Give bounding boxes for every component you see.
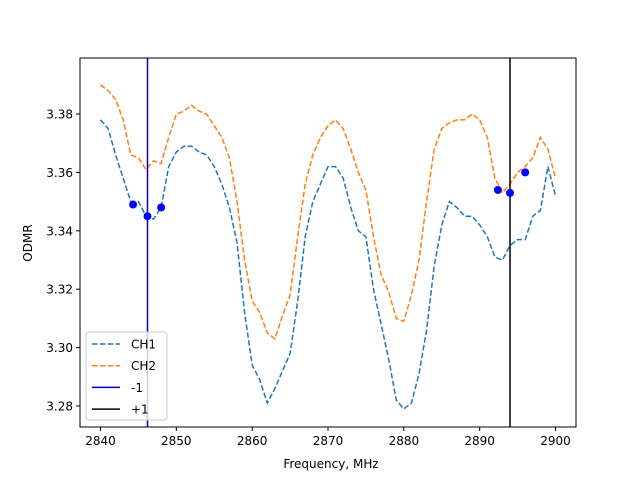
marker-point-2	[143, 212, 152, 221]
marker-point-4	[493, 185, 502, 194]
x-tick-label: 2860	[237, 434, 268, 448]
series-ch1-line	[99, 119, 557, 410]
x-axis-ticks: 2840 2850 2860 2870 2880 2890 2900	[85, 427, 571, 448]
x-tick-label: 2880	[389, 434, 420, 448]
marker-point-1	[129, 200, 138, 209]
legend-label-ch2: CH2	[131, 359, 156, 373]
y-tick-label: 3.38	[46, 108, 73, 122]
x-axis-label: Frequency, MHz	[283, 457, 378, 471]
x-tick-label: 2900	[540, 434, 571, 448]
legend-label-minus-1: -1	[131, 381, 143, 395]
legend: CH1 CH2 -1 +1	[85, 331, 168, 421]
marker-point-3	[157, 203, 166, 212]
x-tick-label: 2870	[313, 434, 344, 448]
y-tick-label: 3.34	[46, 224, 73, 238]
y-axis-ticks: 3.28 3.30 3.32 3.34 3.36 3.38	[46, 108, 80, 413]
x-tick-label: 2850	[161, 434, 192, 448]
x-tick-label: 2890	[464, 434, 495, 448]
legend-label-ch1: CH1	[131, 338, 156, 352]
y-axis-label: ODMR	[21, 224, 35, 261]
legend-box	[85, 331, 168, 421]
x-tick-label: 2840	[85, 434, 116, 448]
marker-point-6	[521, 168, 530, 177]
series-ch2-line	[100, 84, 557, 341]
y-tick-label: 3.30	[46, 341, 73, 355]
y-tick-label: 3.28	[46, 399, 73, 413]
legend-label-plus-1: +1	[131, 403, 149, 417]
marker-point-5	[506, 188, 515, 197]
y-tick-label: 3.36	[46, 166, 73, 180]
y-tick-label: 3.32	[46, 283, 73, 297]
